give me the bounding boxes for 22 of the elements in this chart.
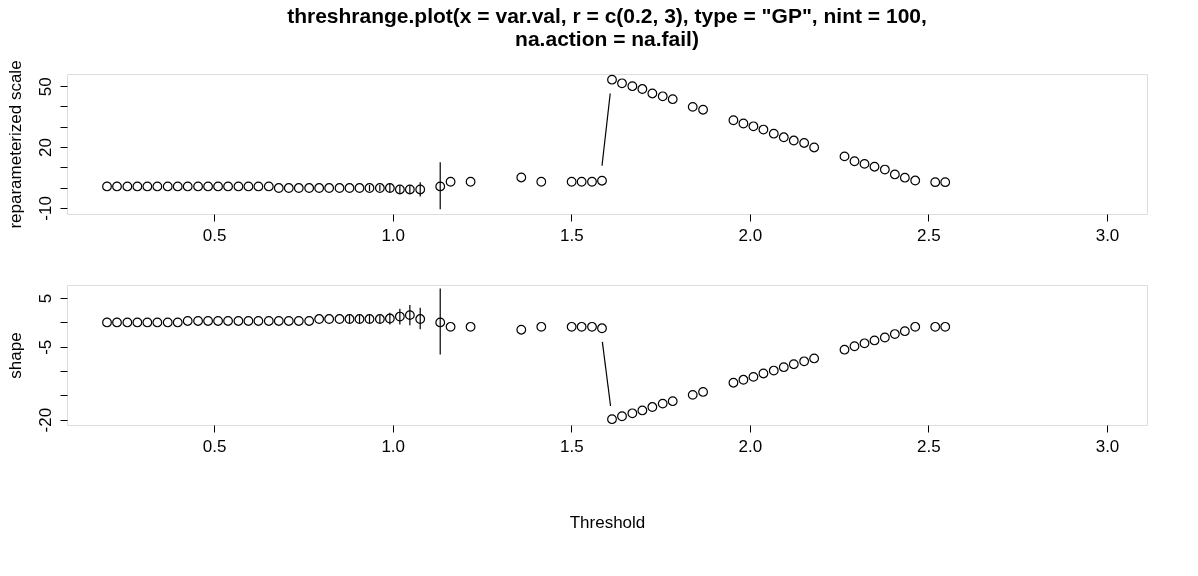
x-tick-label: 2.0	[738, 436, 763, 456]
x-axis-title: Threshold	[569, 512, 646, 532]
x-tick-label: 1.5	[559, 436, 584, 456]
x-tick-label: 3.0	[1095, 225, 1120, 245]
x-tick-label: 1.0	[381, 225, 406, 245]
x-tick-label: 1.5	[559, 225, 584, 245]
y-tick-label: 50	[35, 77, 55, 97]
x-tick-label: 2.5	[917, 436, 941, 456]
y-axis-title: reparameterized scale	[5, 60, 25, 229]
x-tick-label: 0.5	[202, 436, 227, 456]
x-tick-label: 1.0	[381, 436, 406, 456]
y-tick-label: -5	[35, 339, 55, 355]
x-tick-label: 2.5	[917, 225, 941, 245]
chart-title: threshrange.plot(x = var.val, r = c(0.2, 3), type = "GP", nint = 100, na.action = na.fail)	[287, 3, 927, 50]
x-tick-label: 2.0	[738, 225, 763, 245]
x-tick-label: 0.5	[202, 225, 227, 245]
y-tick-label: 20	[35, 138, 55, 157]
y-tick-label: -10	[35, 196, 55, 221]
y-tick-label: 5	[35, 293, 55, 304]
y-axis-title: shape	[5, 332, 25, 379]
x-tick-label: 3.0	[1095, 436, 1120, 456]
y-tick-label: -20	[35, 407, 55, 433]
